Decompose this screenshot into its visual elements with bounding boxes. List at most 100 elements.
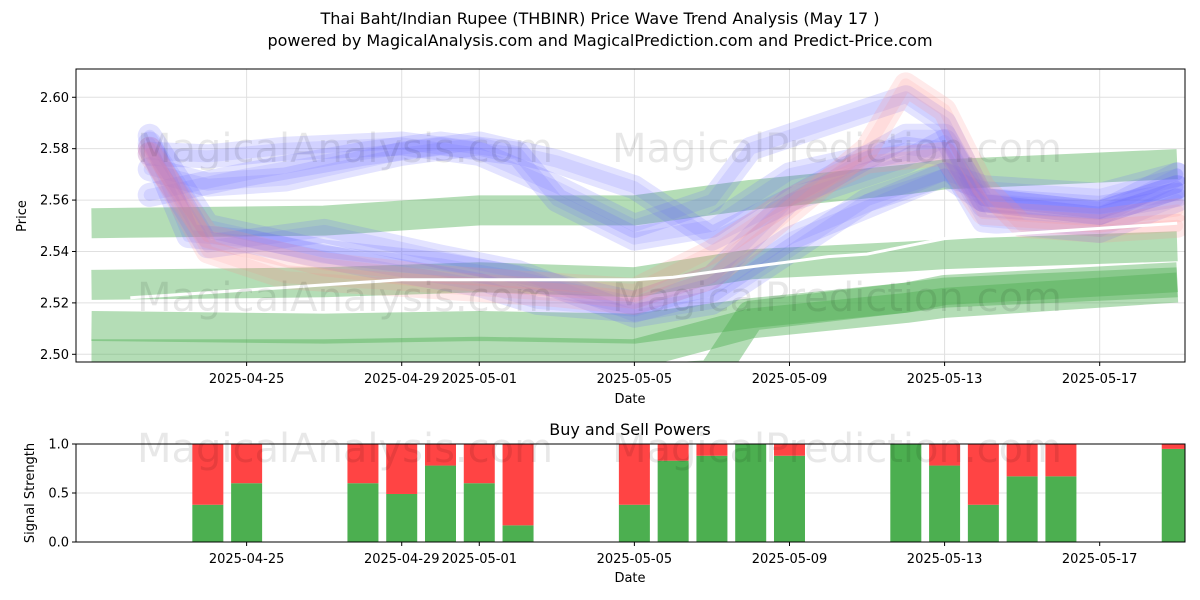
blue-wave-core (143, 135, 1184, 245)
price-x-tick-label: 2025-04-29 (364, 372, 440, 387)
sell-bar (1045, 444, 1077, 477)
buy-bar (347, 483, 379, 542)
watermark-text: MagicalPrediction.com (612, 126, 1062, 172)
blue-wave-core (143, 129, 1184, 309)
buy-bar (502, 525, 534, 542)
watermark-text: MagicalAnalysis.com (137, 426, 553, 472)
buy-sell-bars (192, 444, 1185, 542)
price-x-tick-label: 2025-05-09 (752, 372, 828, 387)
buy-bar (735, 444, 767, 542)
buy-sell-title: Buy and Sell Powers (549, 420, 711, 439)
blue-wave-line (137, 129, 1185, 251)
buy-sell-x-tick-label: 2025-04-25 (209, 552, 285, 567)
buy-sell-y-tick-label: 0.5 (48, 487, 69, 502)
watermark-text: MagicalPrediction.com (612, 275, 1062, 321)
price-line-group (130, 221, 1178, 300)
price-y-tick-label: 2.50 (40, 348, 69, 363)
buy-sell-x-tick-label: 2025-05-13 (907, 552, 983, 567)
blue-wave-core (143, 91, 1184, 232)
price-y-tick-label: 2.60 (40, 91, 69, 106)
buy-bar (967, 504, 999, 542)
green-band (91, 149, 1178, 239)
sell-bar (1006, 444, 1038, 477)
sell-bar (657, 444, 689, 461)
price-x-tick-label: 2025-04-25 (209, 372, 285, 387)
price-y-tick-label: 2.54 (40, 245, 69, 260)
price-y-tick-label: 2.52 (40, 296, 69, 311)
price-y-tick-label: 2.56 (40, 194, 69, 209)
chart-subtitle: powered by MagicalAnalysis.com and Magic… (267, 31, 933, 50)
price-y-label: Price (15, 200, 30, 232)
blue-wave-line (137, 85, 1185, 238)
price-axes-frame (75, 68, 1186, 363)
pink-wave-line (137, 141, 1185, 302)
chart-title: Thai Baht/Indian Rupee (THBINR) Price Wa… (320, 9, 880, 28)
pink-wave-line (137, 72, 1185, 315)
sell-bar (1161, 444, 1185, 449)
buy-bar (463, 483, 495, 542)
price-x-label: Date (614, 392, 645, 407)
sell-bar (192, 444, 224, 505)
price-line (130, 221, 1178, 300)
buy-bar (1006, 476, 1038, 542)
green-band (679, 267, 1178, 362)
blue-wave-core (143, 137, 1184, 317)
price-grid (76, 69, 1185, 362)
pink-wave-core (143, 78, 1184, 309)
sell-bar (424, 444, 456, 466)
watermark-text: MagicalAnalysis.com (137, 126, 553, 172)
watermark-text: MagicalPrediction.com (612, 426, 1062, 472)
buy-bar (929, 465, 961, 542)
sell-bar (463, 444, 495, 484)
price-y-tick-label: 2.58 (40, 142, 69, 157)
blue-wave-line (137, 131, 1185, 251)
buy-sell-y-label: Signal Strength (23, 443, 38, 543)
buy-sell-y-tick-label: 1.0 (48, 438, 69, 453)
buy-bar (1045, 476, 1077, 542)
buy-sell-x-tick-label: 2025-05-05 (597, 552, 673, 567)
sell-bar (929, 444, 961, 466)
buy-bar (618, 504, 650, 542)
buy-sell-x-tick-label: 2025-04-29 (364, 552, 440, 567)
buy-bar (890, 444, 922, 542)
blue-wave-line (137, 131, 1185, 323)
buy-bar (657, 460, 689, 542)
sell-bar (231, 444, 263, 484)
sell-bar (618, 444, 650, 505)
pink-wave-core (143, 147, 1184, 296)
price-x-tick-label: 2025-05-13 (907, 372, 983, 387)
price-panel: MagicalAnalysis.com MagicalPrediction.co… (15, 68, 1186, 407)
buy-sell-x-tick-label: 2025-05-17 (1062, 552, 1138, 567)
price-x-tick-label: 2025-05-01 (441, 372, 517, 387)
price-x-ticks: 2025-04-25 2025-04-29 2025-05-01 2025-05-05… (209, 362, 1138, 387)
sell-bar (967, 444, 999, 505)
sell-bar (502, 444, 534, 526)
buy-sell-y-ticks: 0.0 0.5 1.0 (48, 438, 76, 551)
price-watermarks: MagicalAnalysis.com MagicalPrediction.co… (137, 126, 1062, 321)
buy-sell-x-tick-label: 2025-05-09 (752, 552, 828, 567)
green-band (91, 262, 1179, 344)
buy-bar (192, 504, 224, 542)
sell-bar (696, 444, 728, 456)
buy-sell-y-tick-label: 0.0 (48, 536, 69, 551)
blue-wave-core (143, 142, 1184, 322)
sell-bar (386, 444, 418, 494)
price-x-tick-label: 2025-05-17 (1062, 372, 1138, 387)
buy-bar (773, 455, 805, 542)
blue-wave-line (137, 123, 1185, 315)
sell-bar (347, 444, 379, 484)
buy-sell-watermarks: MagicalAnalysis.com MagicalPrediction.co… (137, 426, 1062, 472)
watermark-text: MagicalAnalysis.com (137, 275, 553, 321)
wave-lines (137, 72, 1185, 328)
price-y-ticks: 2.50 2.52 2.54 2.56 2.58 2.60 (40, 91, 76, 363)
buy-sell-x-label: Date (614, 571, 645, 586)
sell-bar (773, 444, 805, 456)
price-x-tick-label: 2025-05-05 (597, 372, 673, 387)
buy-bar (386, 493, 418, 542)
buy-sell-x-ticks: 2025-04-25 2025-04-29 2025-05-01 2025-05-05… (209, 542, 1138, 567)
buy-bar (231, 483, 263, 542)
blue-wave-core (143, 137, 1184, 245)
green-band (91, 272, 1179, 362)
